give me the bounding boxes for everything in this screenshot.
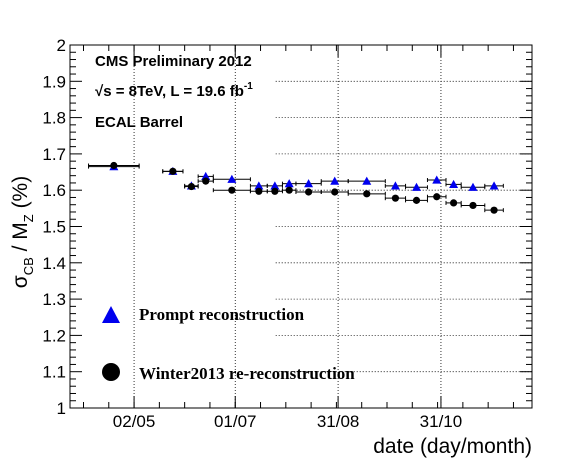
data-point-circle: [228, 187, 235, 194]
y-axis-label-sigma: σ: [9, 275, 32, 288]
y-axis-label-sub-z: Z: [21, 214, 36, 222]
data-point-circle: [450, 199, 457, 206]
annotation-energy-lumi-main: √s = 8TeV, L = 19.6 fb: [95, 83, 244, 100]
annotation-cms-preliminary: CMS Preliminary 2012: [95, 53, 252, 70]
annotation-energy-lumi-sup: -1: [244, 81, 253, 92]
data-point-circle: [188, 183, 195, 190]
data-point-circle: [331, 188, 338, 195]
y-tick-label: 1.7: [42, 145, 66, 164]
y-tick-label: 1.5: [42, 218, 66, 237]
y-tick-label: 1: [57, 399, 66, 418]
data-point-circle: [305, 188, 312, 195]
data-point-circle: [169, 168, 176, 175]
y-tick-label: 1.9: [42, 72, 66, 91]
data-point-circle: [202, 178, 209, 185]
data-point-circle: [433, 193, 440, 200]
data-point-circle: [255, 188, 262, 195]
x-tick-label: 01/07: [214, 412, 257, 431]
data-point-circle: [413, 197, 420, 204]
data-point-circle: [469, 202, 476, 209]
annotation-energy-lumi: √s = 8TeV, L = 19.6 fb-1: [95, 81, 253, 100]
y-tick-label: 1.8: [42, 109, 66, 128]
y-tick-label: 2: [57, 36, 66, 55]
x-tick-label: 31/08: [317, 412, 360, 431]
legend-marker-circle: [102, 363, 120, 381]
y-tick-label: 1.6: [42, 181, 66, 200]
data-point-circle: [271, 188, 278, 195]
data-point-circle: [392, 195, 399, 202]
data-point-circle: [490, 207, 497, 214]
data-point-circle: [110, 162, 117, 169]
y-axis-label-tail: (%): [9, 176, 32, 215]
y-axis-label-mid: / M: [9, 222, 32, 257]
legend-label-winter2013: Winter2013 re-reconstruction: [139, 364, 355, 383]
data-point-circle: [286, 187, 293, 194]
data-point-circle: [363, 190, 370, 197]
x-tick-label: 31/10: [420, 412, 463, 431]
x-axis-label: date (day/month): [373, 435, 532, 458]
annotation-ecal-barrel: ECAL Barrel: [95, 114, 183, 131]
y-axis-label-sub-cb: CB: [21, 257, 36, 275]
y-tick-label: 1.3: [42, 290, 66, 309]
legend-label-prompt: Prompt reconstruction: [139, 305, 305, 324]
y-tick-label: 1.4: [42, 254, 66, 273]
y-tick-label: 1.1: [42, 363, 66, 382]
x-tick-label: 02/05: [113, 412, 156, 431]
y-tick-label: 1.2: [42, 326, 66, 345]
